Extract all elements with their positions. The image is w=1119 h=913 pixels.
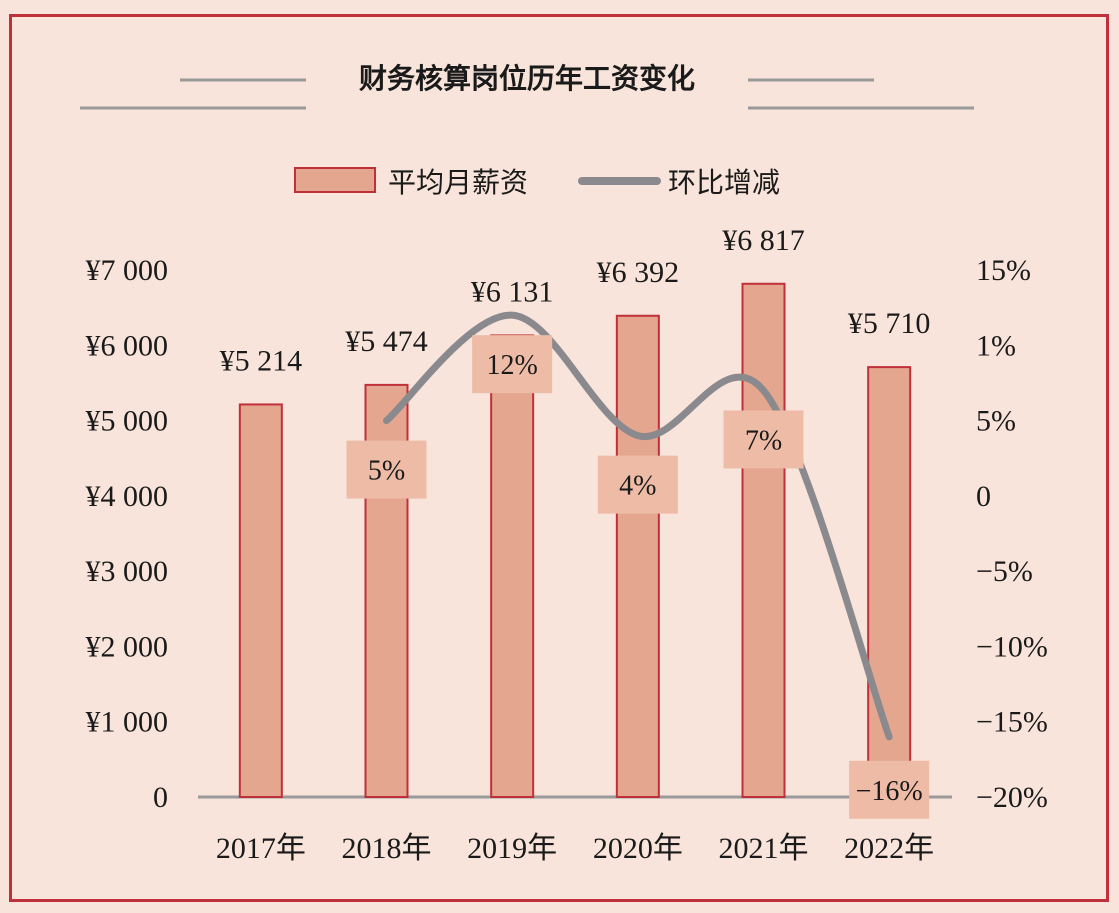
line-data-label: 5% xyxy=(346,440,427,499)
y-left-tick-label: ¥6 000 xyxy=(86,329,169,362)
y-right-tick-label: 5% xyxy=(976,405,1016,438)
bar-2022年 xyxy=(867,366,912,798)
legend-line-label: 环比增减 xyxy=(668,166,780,199)
line-data-label-text: −16% xyxy=(856,776,923,807)
line-data-label: 4% xyxy=(597,455,678,514)
x-tick-label: 2020年 xyxy=(593,832,683,865)
line-path-month-over-month xyxy=(383,311,893,741)
bar-data-label: ¥5 214 xyxy=(220,344,303,377)
bar-data-label: ¥5 474 xyxy=(345,325,428,358)
y-left-tick-label: ¥7 000 xyxy=(86,254,169,287)
line-series xyxy=(383,311,893,741)
x-tick-label: 2021年 xyxy=(719,832,809,865)
bar-2020年 xyxy=(615,314,660,798)
line-data-label-box xyxy=(597,455,678,514)
y-left-tick-label: 0 xyxy=(153,781,168,814)
y-right-tick-label: 0 xyxy=(976,480,991,513)
line-data-label-text: 5% xyxy=(368,456,405,487)
bar-data-labels: ¥5 214 ¥5 474 ¥6 131 ¥6 392 ¥6 817 ¥5 710 xyxy=(220,224,931,378)
y-left-tick-label: ¥4 000 xyxy=(86,480,169,513)
title-rules xyxy=(80,78,974,110)
bar-data-label: ¥6 817 xyxy=(722,224,805,257)
chart-border xyxy=(9,14,1109,902)
line-data-label-box xyxy=(346,440,427,499)
line-data-labels: 5% 12% 4% 7% −16% xyxy=(346,335,930,819)
bar-2017年 xyxy=(238,403,283,798)
y-right-tick-label: −5% xyxy=(976,555,1033,588)
line-data-label-box xyxy=(849,760,930,819)
x-axis-ticks: 2017年 2018年 2019年 2020年 2021年 2022年 xyxy=(216,832,934,865)
line-data-label: −16% xyxy=(849,760,930,819)
bar-data-label: ¥6 131 xyxy=(471,275,554,308)
y-left-tick-label: ¥3 000 xyxy=(86,555,169,588)
line-data-label-text: 7% xyxy=(745,425,782,456)
bar-2019年 xyxy=(490,334,535,798)
legend: 平均月薪资 环比增减 xyxy=(294,166,780,199)
bars xyxy=(238,282,912,798)
line-data-label-text: 4% xyxy=(619,471,656,502)
line-data-label-text: 12% xyxy=(487,350,538,381)
bar-data-label: ¥6 392 xyxy=(597,256,680,289)
y-right-tick-label: −10% xyxy=(976,630,1048,663)
y-left-tick-label: ¥5 000 xyxy=(86,405,169,438)
legend-bar-swatch xyxy=(294,167,376,193)
bar-2021年 xyxy=(741,282,786,798)
y-right-tick-label: −15% xyxy=(976,706,1048,739)
line-data-label: 7% xyxy=(723,410,804,469)
legend-bar-label: 平均月薪资 xyxy=(388,166,528,199)
line-data-label: 12% xyxy=(472,335,553,394)
chart-title: 财务核算岗位历年工资变化 xyxy=(359,62,695,95)
x-tick-label: 2019年 xyxy=(467,832,557,865)
y-right-tick-label: 1% xyxy=(976,329,1016,362)
x-tick-label: 2022年 xyxy=(844,832,934,865)
y-left-axis-ticks: 0 ¥1 000 ¥2 000 ¥3 000 ¥4 000 ¥5 000 ¥6 000 ¥7 … xyxy=(86,254,169,814)
x-tick-label: 2017年 xyxy=(216,832,306,865)
line-data-label-box xyxy=(472,335,553,394)
y-right-tick-label: −20% xyxy=(976,781,1048,814)
x-tick-label: 2018年 xyxy=(342,832,432,865)
y-right-tick-label: 15% xyxy=(976,254,1031,287)
bar-data-label: ¥5 710 xyxy=(848,307,931,340)
y-right-axis-ticks: −20% −15% −10% −5% 0 5% 1% 15% xyxy=(976,254,1048,814)
y-left-tick-label: ¥1 000 xyxy=(86,706,169,739)
y-left-tick-label: ¥2 000 xyxy=(86,630,169,663)
line-data-label-box xyxy=(723,410,804,469)
